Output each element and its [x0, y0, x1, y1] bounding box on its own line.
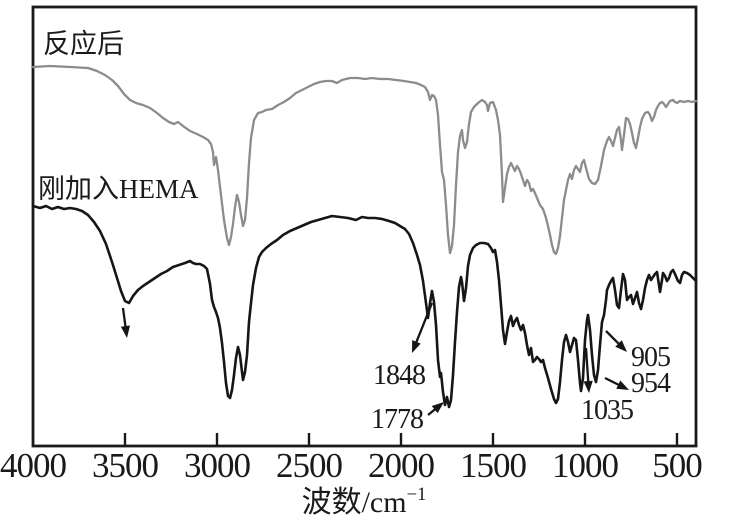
annotation-label-0: 1848	[373, 360, 426, 391]
annotation-label-1: 1778	[371, 404, 424, 435]
x-tick-label-4: 2000	[368, 446, 435, 485]
x-axis-title-exponent: −1	[406, 484, 427, 506]
annotation-label-3: 954	[631, 368, 671, 399]
curve-label-hema-added: 刚加入HEMA	[38, 174, 199, 204]
annotation-label-2: 1035	[581, 395, 634, 426]
curve-label-after-reaction: 反应后	[43, 29, 124, 59]
x-tick-label-6: 1000	[552, 446, 619, 485]
x-tick-label-3: 2500	[276, 446, 343, 485]
x-tick-label-2: 3000	[184, 446, 251, 485]
x-tick-label-7: 500	[652, 446, 702, 485]
x-tick-label-1: 3500	[92, 446, 159, 485]
x-axis-title: 波数/cm−1	[301, 484, 427, 519]
annotation-label-4: 905	[631, 342, 671, 373]
x-axis-title-base: 波数/cm	[301, 486, 407, 519]
x-tick-label-0: 4000	[0, 446, 67, 485]
x-tick-label-5: 1500	[460, 446, 527, 485]
